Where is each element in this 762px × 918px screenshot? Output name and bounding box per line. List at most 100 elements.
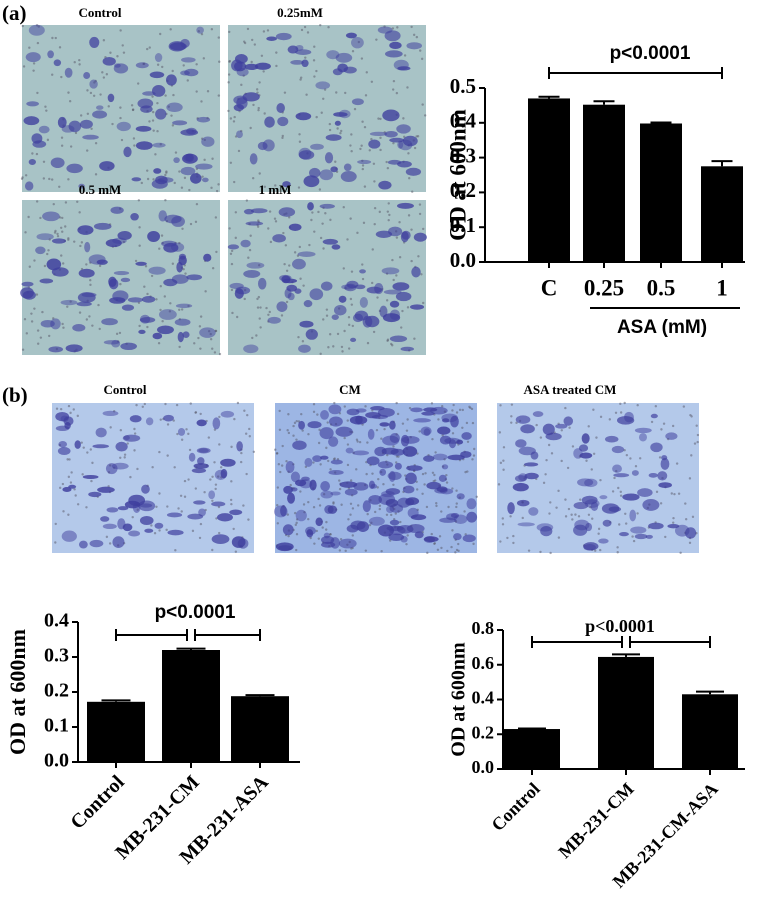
pore xyxy=(172,93,175,97)
pore xyxy=(324,212,327,215)
pore xyxy=(258,81,261,84)
pore xyxy=(85,506,88,509)
pore xyxy=(215,250,218,254)
pore xyxy=(265,306,268,310)
cell xyxy=(78,268,95,278)
pore xyxy=(280,464,284,467)
pore xyxy=(406,306,410,309)
cell xyxy=(462,534,476,543)
cell xyxy=(303,300,313,308)
image-caption: 0.25mM xyxy=(277,5,323,20)
cell xyxy=(385,499,399,507)
cell xyxy=(515,439,527,448)
pore xyxy=(91,324,94,327)
pore xyxy=(376,486,379,489)
cell xyxy=(310,143,324,150)
pore xyxy=(150,274,154,278)
pore xyxy=(152,129,155,132)
cell xyxy=(295,112,312,121)
pore xyxy=(571,518,574,521)
pore xyxy=(347,518,350,521)
pore xyxy=(218,352,222,356)
pore xyxy=(545,458,548,462)
cell xyxy=(154,52,163,63)
pore xyxy=(161,320,164,323)
pore xyxy=(43,264,47,268)
cell xyxy=(402,135,418,147)
cell xyxy=(351,36,364,49)
bar xyxy=(87,701,145,762)
pore xyxy=(585,459,588,462)
pore xyxy=(24,231,27,234)
pore xyxy=(372,162,376,166)
pore xyxy=(435,504,438,508)
pore xyxy=(411,190,414,193)
cell xyxy=(57,116,67,129)
significance-bracket xyxy=(629,636,711,648)
cell xyxy=(201,136,215,147)
pore xyxy=(138,244,141,247)
cell xyxy=(456,493,465,500)
pore xyxy=(133,432,137,435)
cell xyxy=(23,116,40,126)
pore xyxy=(351,324,355,328)
cell xyxy=(117,506,129,511)
cell xyxy=(82,134,99,140)
pore xyxy=(267,313,270,316)
cell xyxy=(68,120,82,133)
pore xyxy=(385,160,388,164)
pore xyxy=(119,29,122,32)
cell xyxy=(21,281,34,287)
pore xyxy=(180,438,184,441)
cell xyxy=(370,483,378,489)
pore xyxy=(274,448,277,451)
cell xyxy=(598,538,609,544)
pore xyxy=(343,436,346,440)
pore xyxy=(257,264,261,267)
cell xyxy=(24,181,34,191)
pore xyxy=(74,131,78,135)
pore xyxy=(396,26,399,29)
pore xyxy=(144,265,148,268)
cell xyxy=(287,292,295,301)
pore xyxy=(677,492,681,495)
pore xyxy=(126,442,129,445)
cell xyxy=(140,105,153,113)
bar xyxy=(583,104,625,262)
cell xyxy=(514,475,527,482)
pore xyxy=(301,340,305,343)
pore xyxy=(295,438,298,441)
cell xyxy=(365,412,381,419)
pore xyxy=(273,217,277,220)
pore xyxy=(327,459,330,463)
pore xyxy=(395,236,399,239)
cell xyxy=(276,103,285,113)
pore xyxy=(350,303,354,306)
pore xyxy=(684,502,687,505)
cell xyxy=(298,420,305,430)
cell xyxy=(581,495,598,505)
pore xyxy=(119,456,122,459)
pore xyxy=(340,345,344,349)
pore xyxy=(276,522,280,525)
pore xyxy=(158,492,161,495)
pore xyxy=(189,222,193,226)
cell xyxy=(312,455,322,462)
pore xyxy=(143,285,146,288)
pore xyxy=(36,329,40,332)
cell xyxy=(352,450,370,456)
pore xyxy=(276,504,279,507)
pore xyxy=(183,495,187,498)
pore xyxy=(98,327,101,331)
pore xyxy=(385,299,389,302)
pore xyxy=(232,527,235,531)
cell xyxy=(182,331,190,339)
cell xyxy=(145,417,154,426)
pore xyxy=(301,429,304,432)
pore xyxy=(340,129,343,133)
cell xyxy=(612,464,622,473)
cell xyxy=(166,512,183,518)
error-bar xyxy=(245,694,275,697)
pore xyxy=(115,332,119,336)
pore xyxy=(420,273,423,276)
